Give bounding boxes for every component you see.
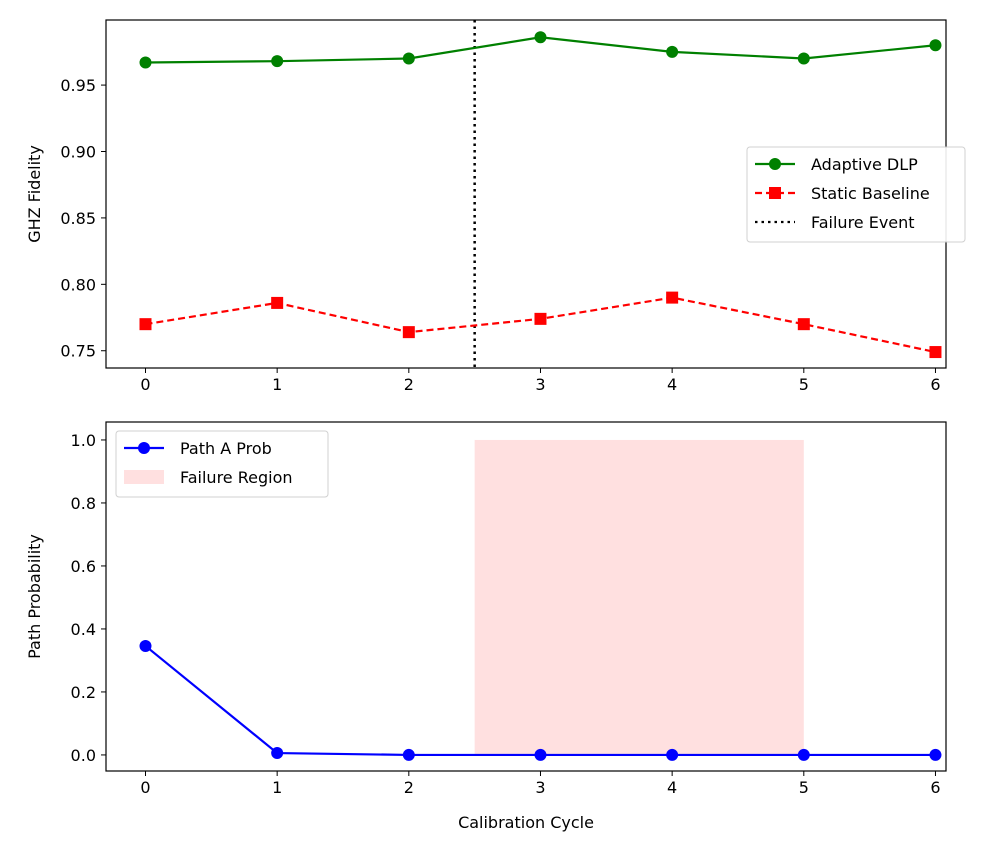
x-tick-label: 0	[140, 375, 150, 394]
legend-label: Static Baseline	[811, 184, 930, 203]
data-point	[271, 55, 284, 68]
data-point	[666, 291, 679, 304]
subplot-2: 0 1 2 3 4 5 6 0.0 0.2 0.4 0.6 0.8 1.0 Path Probabilit…	[25, 421, 947, 832]
data-point	[139, 318, 152, 331]
data-point	[929, 346, 942, 359]
legend-label: Failure Region	[180, 468, 293, 487]
y-tick-label: 0.85	[60, 209, 96, 228]
legend: Adaptive DLP Static Baseline Failure Event	[746, 146, 966, 243]
data-point	[929, 748, 942, 761]
y-tick-label: 0.0	[71, 746, 96, 765]
y-tick-label: 0.6	[71, 557, 96, 576]
data-point	[139, 639, 152, 652]
legend-box	[746, 146, 966, 243]
y-axis-label: Path Probability	[25, 534, 44, 659]
x-tick-label: 4	[667, 778, 677, 797]
y-tick-label: 0.4	[71, 620, 96, 639]
x-tick-label: 1	[272, 375, 282, 394]
legend-box	[115, 430, 329, 498]
x-tick-label: 2	[404, 778, 414, 797]
x-tick-label: 5	[799, 778, 809, 797]
x-tick-label: 1	[272, 778, 282, 797]
x-axis-label: Calibration Cycle	[458, 813, 594, 832]
y-tick-label: 0.2	[71, 683, 96, 702]
data-point	[139, 56, 152, 69]
legend-swatch	[124, 470, 164, 484]
y-tick-label: 0.80	[60, 275, 96, 294]
legend-marker	[138, 442, 150, 454]
x-tick-label: 2	[404, 375, 414, 394]
data-point	[797, 748, 810, 761]
legend: Path A Prob Failure Region	[115, 430, 329, 498]
data-point	[271, 747, 284, 760]
x-tick-label: 0	[140, 778, 150, 797]
data-point	[534, 312, 547, 325]
data-point	[929, 39, 942, 52]
failure-region-span	[474, 439, 804, 755]
legend-label: Path A Prob	[180, 439, 272, 458]
x-tick-label: 6	[930, 778, 940, 797]
legend-marker	[769, 187, 781, 199]
data-point	[666, 748, 679, 761]
data-point	[402, 748, 415, 761]
y-tick-label: 0.90	[60, 142, 96, 161]
x-tick-label: 6	[930, 375, 940, 394]
x-tick-label: 3	[535, 375, 545, 394]
x-tick-label: 3	[535, 778, 545, 797]
y-tick-label: 0.75	[60, 342, 96, 361]
legend-marker	[769, 158, 781, 170]
legend-label: Adaptive DLP	[811, 155, 918, 174]
data-point	[534, 748, 547, 761]
y-tick-label: 0.95	[60, 76, 96, 95]
y-tick-label: 0.8	[71, 494, 96, 513]
axes-frame	[105, 421, 947, 772]
y-axis-label: GHZ Fidelity	[25, 145, 44, 243]
data-point	[402, 326, 415, 339]
data-point	[271, 296, 284, 309]
data-point	[797, 318, 810, 331]
data-point	[402, 52, 415, 65]
data-point	[666, 45, 679, 58]
data-point	[534, 31, 547, 44]
subplot-1: 0 1 2 3 4 5 6 0.75 0.80 0.85 0.90 0.95 GHZ Fidelity A…	[25, 19, 966, 394]
legend-label: Failure Event	[811, 213, 915, 232]
x-tick-label: 4	[667, 375, 677, 394]
x-tick-label: 5	[799, 375, 809, 394]
data-point	[797, 52, 810, 65]
y-tick-label: 1.0	[71, 431, 96, 450]
